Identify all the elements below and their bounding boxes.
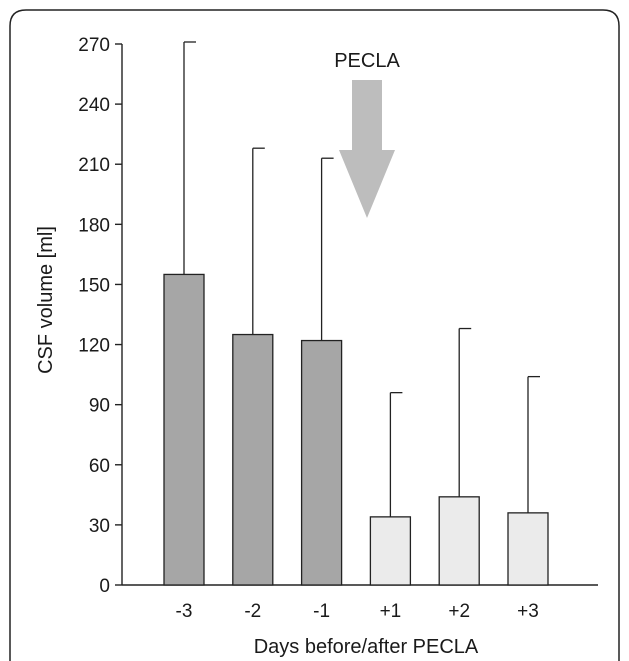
bar-+3 — [507, 512, 549, 586]
y-tick-label: 60 — [89, 456, 110, 477]
bar-+1 — [369, 516, 412, 586]
y-tick-label: 90 — [89, 396, 110, 417]
bars — [163, 273, 549, 586]
y-tick-label: 0 — [99, 576, 110, 597]
x-tick-label: -3 — [176, 601, 193, 622]
panel-border — [9, 9, 620, 661]
bar-+2 — [438, 496, 480, 586]
y-tick-label: 240 — [78, 95, 110, 116]
y-tick-label: 30 — [89, 516, 110, 537]
annotation-label: PECLA — [334, 50, 400, 72]
y-axis-title: CSF volume [ml] — [35, 226, 57, 374]
pecla-annotation: PECLA — [334, 50, 400, 218]
x-tick-label: +2 — [448, 601, 470, 622]
y-tick-label: 270 — [78, 35, 110, 56]
x-tick-label: +1 — [380, 601, 402, 622]
y-tick-label: 150 — [78, 275, 110, 296]
bar--1 — [300, 339, 343, 586]
bar--2 — [232, 333, 274, 586]
x-tick-label: +3 — [517, 601, 539, 622]
bar--3 — [163, 273, 205, 586]
y-tick-label: 180 — [78, 215, 110, 236]
x-axis-title: Days before/after PECLA — [254, 636, 479, 658]
down-arrow-icon — [339, 80, 395, 218]
y-axis: 0 30 60 90 120 150 180 210 240 270 — [78, 35, 123, 597]
x-tick-label: -1 — [313, 601, 330, 622]
error-bars — [183, 41, 540, 517]
x-tick-label: -2 — [244, 601, 261, 622]
x-axis: -3 -2 -1 +1 +2 +3 — [122, 584, 598, 622]
y-tick-label: 210 — [78, 155, 110, 176]
y-tick-label: 120 — [78, 336, 110, 357]
